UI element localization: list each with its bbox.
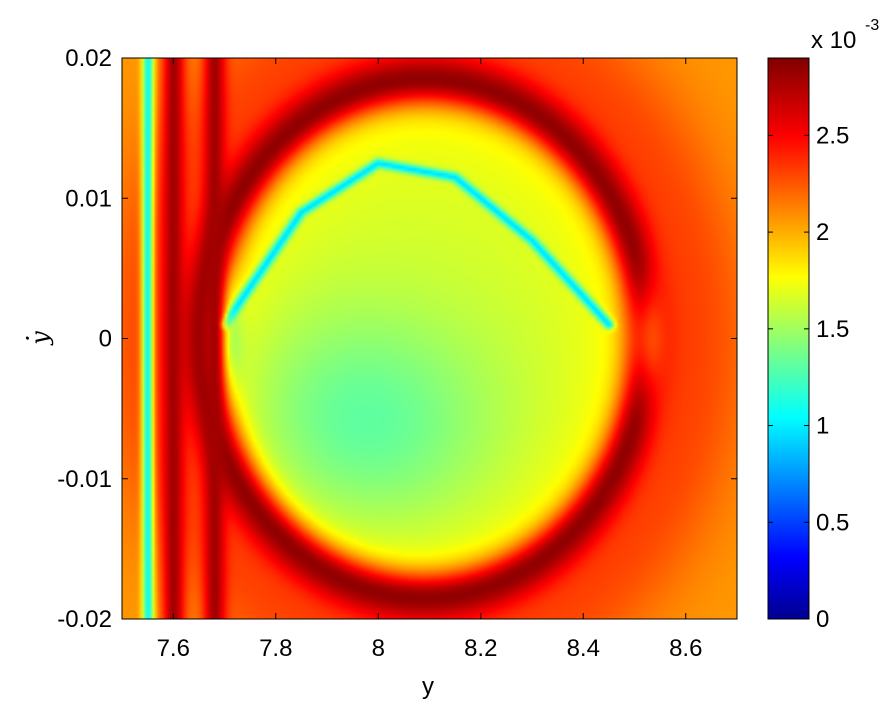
colorbar xyxy=(767,57,810,620)
y-axis-label: y · xyxy=(14,331,54,346)
y-tick-label: 0.01 xyxy=(65,185,112,212)
y-axis-label-text: y xyxy=(26,331,54,346)
y-tick-label: -0.02 xyxy=(57,606,112,633)
colorbar-multiplier-exponent: -3 xyxy=(865,17,879,34)
colorbar-ticks: 0 0.5 1 1.5 2 2.5 xyxy=(768,122,849,633)
y-axis-ticks: -0.02 -0.01 0 0.01 0.02 xyxy=(57,45,737,633)
y-tick-label: 0 xyxy=(99,326,112,353)
x-tick-label: 8.2 xyxy=(464,635,497,662)
heatmap xyxy=(122,58,737,619)
heatmap-image xyxy=(122,58,737,619)
colorbar-tick-label: 0.5 xyxy=(816,509,849,536)
y-tick-label: 0.02 xyxy=(65,45,112,72)
colorbar-tick-label: 1 xyxy=(816,413,829,440)
colorbar-tick-label: 2.5 xyxy=(816,122,849,149)
colorbar-multiplier: x 10 xyxy=(811,27,856,54)
x-tick-label: 8.6 xyxy=(669,635,702,662)
x-axis-label: y xyxy=(422,673,434,700)
x-axis-ticks: 7.6 7.8 8 8.2 8.4 8.6 xyxy=(157,58,702,662)
colorbar-tick-label: 1.5 xyxy=(816,316,849,343)
y-tick-label: -0.01 xyxy=(57,466,112,493)
x-tick-label: 7.6 xyxy=(157,635,190,662)
x-tick-label: 7.8 xyxy=(259,635,292,662)
x-tick-label: 8.4 xyxy=(567,635,600,662)
colorbar-tick-label: 0 xyxy=(816,606,829,633)
colorbar-tick-label: 2 xyxy=(816,219,829,246)
y-axis-label-dot: · xyxy=(14,334,42,342)
x-tick-label: 8 xyxy=(372,635,385,662)
